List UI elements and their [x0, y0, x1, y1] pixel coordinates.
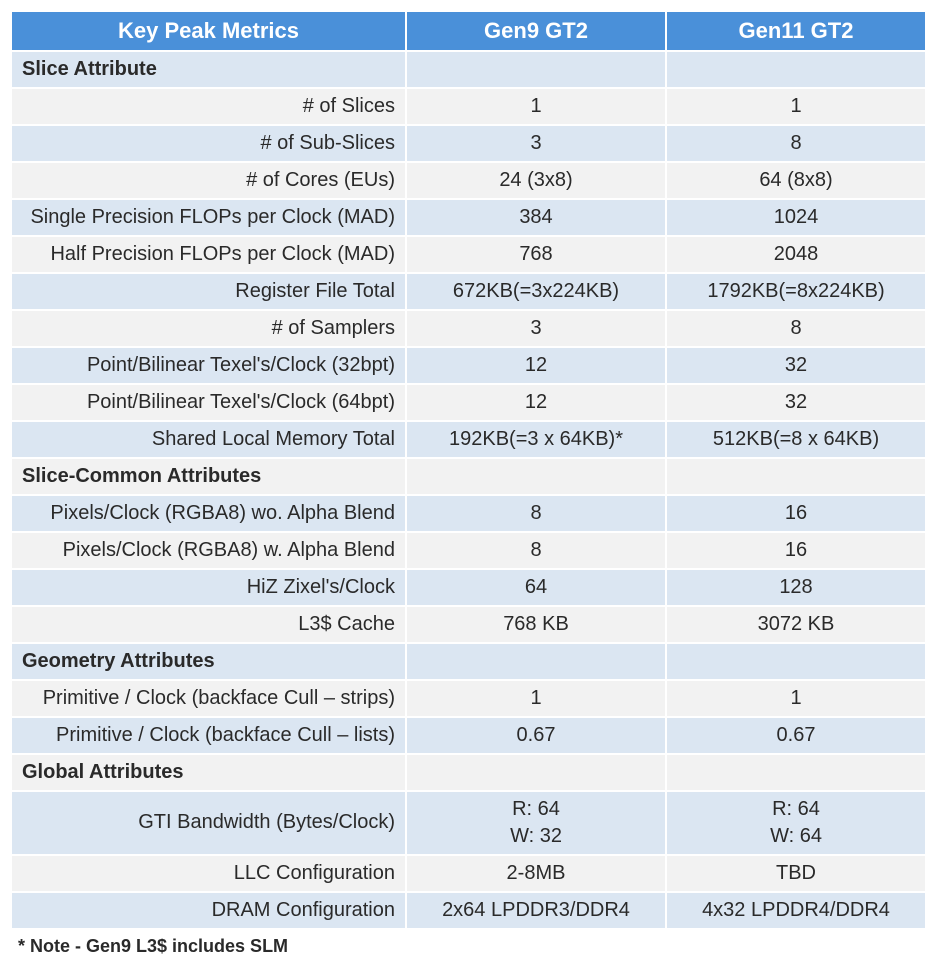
gen9-value: 2x64 LPDDR3/DDR4: [406, 892, 666, 929]
gen11-value: 128: [666, 569, 926, 606]
gen9-value: 64: [406, 569, 666, 606]
table-row: DRAM Configuration2x64 LPDDR3/DDR44x32 L…: [11, 892, 926, 929]
metric-label: HiZ Zixel's/Clock: [11, 569, 406, 606]
table-row: LLC Configuration2-8MBTBD: [11, 855, 926, 892]
empty-cell: [666, 51, 926, 88]
metric-label: L3$ Cache: [11, 606, 406, 643]
gen9-value: 1: [406, 680, 666, 717]
gen9-value: 12: [406, 384, 666, 421]
metric-label: # of Samplers: [11, 310, 406, 347]
footnote-text: * Note - Gen9 L3$ includes SLM: [11, 929, 926, 963]
gen11-value: 0.67: [666, 717, 926, 754]
table-row: HiZ Zixel's/Clock64128: [11, 569, 926, 606]
gen11-value: 1: [666, 680, 926, 717]
metric-label: GTI Bandwidth (Bytes/Clock): [11, 791, 406, 855]
section-row: Slice Attribute: [11, 51, 926, 88]
section-title: Geometry Attributes: [11, 643, 406, 680]
gen11-value: 2048: [666, 236, 926, 273]
table-row: GTI Bandwidth (Bytes/Clock)R: 64W: 32R: …: [11, 791, 926, 855]
metric-label: # of Cores (EUs): [11, 162, 406, 199]
metric-label: Shared Local Memory Total: [11, 421, 406, 458]
empty-cell: [666, 458, 926, 495]
gen9-value: 768: [406, 236, 666, 273]
metric-label: Point/Bilinear Texel's/Clock (64bpt): [11, 384, 406, 421]
empty-cell: [406, 643, 666, 680]
gen11-value: 1: [666, 88, 926, 125]
metric-label: LLC Configuration: [11, 855, 406, 892]
gen9-value: 8: [406, 532, 666, 569]
gen11-value: 32: [666, 347, 926, 384]
section-title: Slice Attribute: [11, 51, 406, 88]
gen11-value: 8: [666, 125, 926, 162]
gen9-value: 24 (3x8): [406, 162, 666, 199]
metric-label: # of Sub-Slices: [11, 125, 406, 162]
table-row: Shared Local Memory Total192KB(=3 x 64KB…: [11, 421, 926, 458]
gen9-value: 672KB(=3x224KB): [406, 273, 666, 310]
gen9-value: 384: [406, 199, 666, 236]
section-title: Slice-Common Attributes: [11, 458, 406, 495]
gen9-value: 0.67: [406, 717, 666, 754]
gen9-value: R: 64W: 32: [406, 791, 666, 855]
table-row: Point/Bilinear Texel's/Clock (32bpt)1232: [11, 347, 926, 384]
table-row: Pixels/Clock (RGBA8) wo. Alpha Blend816: [11, 495, 926, 532]
table-row: Pixels/Clock (RGBA8) w. Alpha Blend816: [11, 532, 926, 569]
gen11-value: 1792KB(=8x224KB): [666, 273, 926, 310]
section-row: Slice-Common Attributes: [11, 458, 926, 495]
gen9-value: 12: [406, 347, 666, 384]
metric-label: # of Slices: [11, 88, 406, 125]
gen9-value: 8: [406, 495, 666, 532]
metric-label: Register File Total: [11, 273, 406, 310]
gen9-value: 1: [406, 88, 666, 125]
col-header-gen11: Gen11 GT2: [666, 11, 926, 51]
empty-cell: [406, 754, 666, 791]
empty-cell: [406, 458, 666, 495]
section-title: Global Attributes: [11, 754, 406, 791]
gen11-value: 16: [666, 532, 926, 569]
empty-cell: [666, 754, 926, 791]
table-row: Primitive / Clock (backface Cull – strip…: [11, 680, 926, 717]
metrics-table: Key Peak MetricsGen9 GT2Gen11 GT2Slice A…: [10, 10, 927, 964]
table-row: # of Slices11: [11, 88, 926, 125]
gen11-value: R: 64W: 64: [666, 791, 926, 855]
table-row: Single Precision FLOPs per Clock (MAD)38…: [11, 199, 926, 236]
table-row: # of Samplers38: [11, 310, 926, 347]
footnote-row: * Note - Gen9 L3$ includes SLM: [11, 929, 926, 963]
metric-label: DRAM Configuration: [11, 892, 406, 929]
gen11-value: 512KB(=8 x 64KB): [666, 421, 926, 458]
gen9-value: 3: [406, 310, 666, 347]
metric-label: Primitive / Clock (backface Cull – strip…: [11, 680, 406, 717]
table-header-row: Key Peak MetricsGen9 GT2Gen11 GT2: [11, 11, 926, 51]
gen9-value: 2-8MB: [406, 855, 666, 892]
gen11-value: 3072 KB: [666, 606, 926, 643]
metric-label: Single Precision FLOPs per Clock (MAD): [11, 199, 406, 236]
gen9-value: 768 KB: [406, 606, 666, 643]
col-header-gen9: Gen9 GT2: [406, 11, 666, 51]
gen11-value: 64 (8x8): [666, 162, 926, 199]
table-row: # of Sub-Slices38: [11, 125, 926, 162]
gen9-value: 3: [406, 125, 666, 162]
gen9-value: 192KB(=3 x 64KB)*: [406, 421, 666, 458]
table-row: Half Precision FLOPs per Clock (MAD)7682…: [11, 236, 926, 273]
gen11-value: 8: [666, 310, 926, 347]
table-row: Register File Total672KB(=3x224KB)1792KB…: [11, 273, 926, 310]
metric-label: Point/Bilinear Texel's/Clock (32bpt): [11, 347, 406, 384]
section-row: Global Attributes: [11, 754, 926, 791]
table-row: Primitive / Clock (backface Cull – lists…: [11, 717, 926, 754]
empty-cell: [406, 51, 666, 88]
table-row: L3$ Cache768 KB3072 KB: [11, 606, 926, 643]
metric-label: Pixels/Clock (RGBA8) w. Alpha Blend: [11, 532, 406, 569]
gen11-value: 1024: [666, 199, 926, 236]
gen11-value: TBD: [666, 855, 926, 892]
metric-label: Half Precision FLOPs per Clock (MAD): [11, 236, 406, 273]
section-row: Geometry Attributes: [11, 643, 926, 680]
empty-cell: [666, 643, 926, 680]
gen11-value: 4x32 LPDDR4/DDR4: [666, 892, 926, 929]
gen11-value: 32: [666, 384, 926, 421]
col-header-metrics: Key Peak Metrics: [11, 11, 406, 51]
gen11-value: 16: [666, 495, 926, 532]
table-row: # of Cores (EUs)24 (3x8)64 (8x8): [11, 162, 926, 199]
metric-label: Primitive / Clock (backface Cull – lists…: [11, 717, 406, 754]
table-row: Point/Bilinear Texel's/Clock (64bpt)1232: [11, 384, 926, 421]
metric-label: Pixels/Clock (RGBA8) wo. Alpha Blend: [11, 495, 406, 532]
